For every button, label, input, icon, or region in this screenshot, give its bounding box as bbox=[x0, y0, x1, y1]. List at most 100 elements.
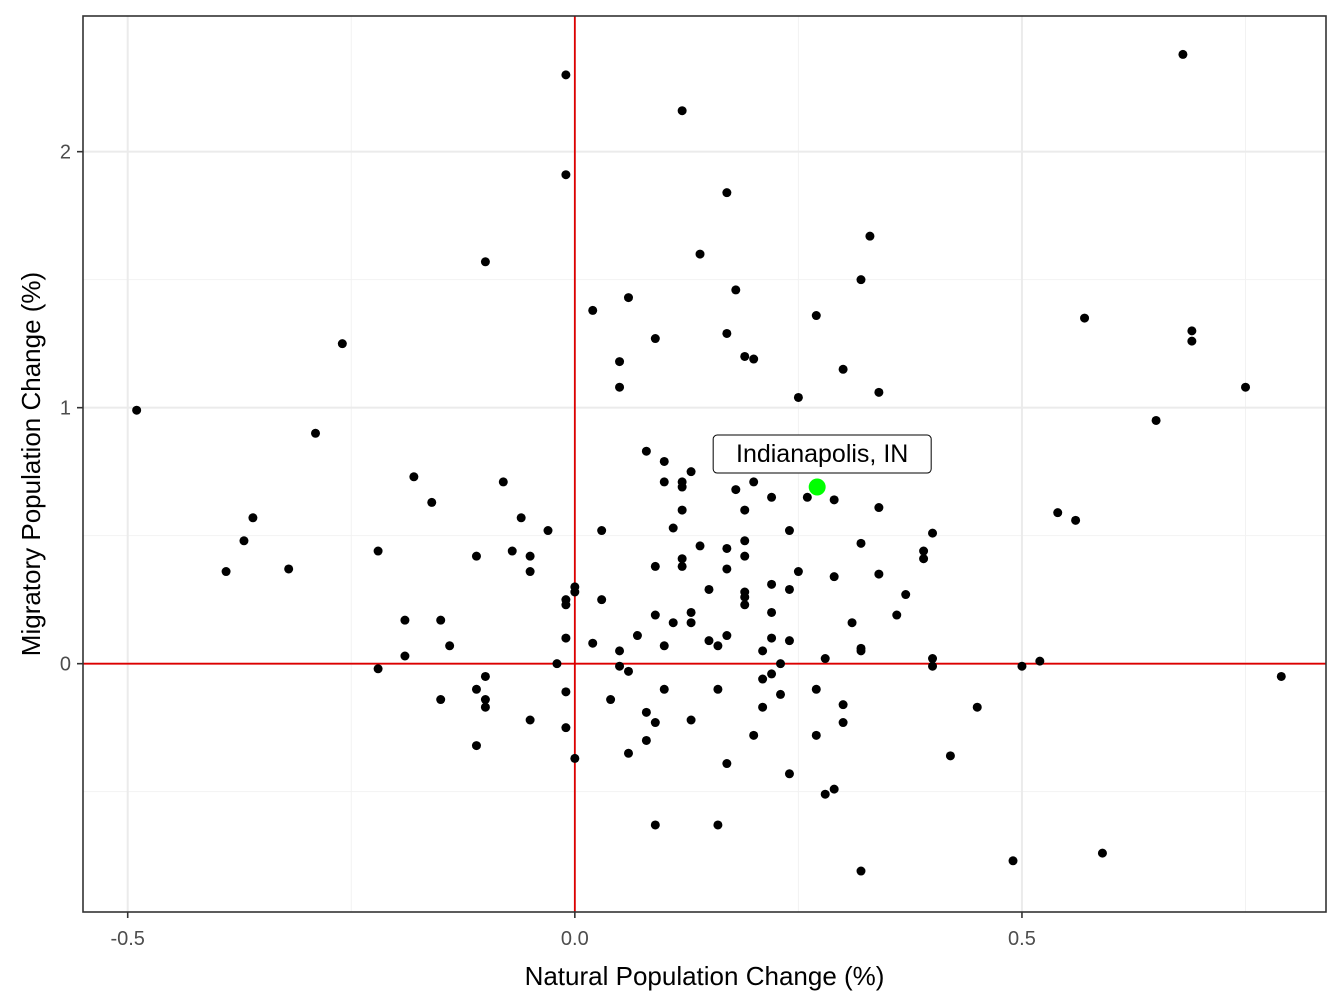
data-point bbox=[525, 567, 535, 577]
data-point bbox=[561, 723, 571, 733]
data-point bbox=[615, 646, 625, 656]
data-point bbox=[400, 615, 410, 625]
data-point bbox=[686, 618, 696, 628]
data-point bbox=[561, 170, 571, 180]
data-point bbox=[480, 702, 490, 712]
data-point bbox=[409, 472, 419, 482]
data-point bbox=[722, 188, 732, 198]
data-point bbox=[749, 477, 759, 487]
data-point bbox=[784, 526, 794, 536]
data-point bbox=[767, 492, 777, 502]
data-point bbox=[731, 485, 741, 495]
data-point bbox=[615, 382, 625, 392]
y-tick-label: 1 bbox=[60, 398, 71, 420]
data-point bbox=[641, 707, 651, 717]
data-point bbox=[695, 541, 705, 551]
data-point bbox=[516, 513, 526, 523]
data-point bbox=[686, 607, 696, 617]
data-point bbox=[704, 584, 714, 594]
data-point bbox=[722, 564, 732, 574]
data-point bbox=[767, 607, 777, 617]
data-point bbox=[749, 730, 759, 740]
data-point bbox=[820, 789, 830, 799]
data-point bbox=[471, 551, 481, 561]
data-point bbox=[767, 669, 777, 679]
data-point bbox=[480, 695, 490, 705]
data-point bbox=[239, 536, 249, 546]
data-point bbox=[677, 482, 687, 492]
data-point bbox=[597, 595, 607, 605]
data-point bbox=[758, 674, 768, 684]
data-point bbox=[1053, 508, 1063, 518]
data-point bbox=[552, 659, 562, 669]
data-point bbox=[471, 741, 481, 751]
data-point bbox=[740, 351, 750, 361]
data-point bbox=[436, 615, 446, 625]
data-point bbox=[221, 567, 231, 577]
data-point bbox=[704, 636, 714, 646]
data-point bbox=[686, 467, 696, 477]
data-point bbox=[740, 551, 750, 561]
data-point bbox=[874, 503, 884, 513]
data-point bbox=[1017, 661, 1027, 671]
data-point bbox=[641, 446, 651, 456]
data-point bbox=[400, 651, 410, 661]
data-point bbox=[525, 715, 535, 725]
data-point bbox=[525, 551, 535, 561]
data-point bbox=[641, 735, 651, 745]
data-point bbox=[740, 592, 750, 602]
data-point bbox=[373, 664, 383, 674]
data-point bbox=[793, 392, 803, 402]
data-point bbox=[740, 600, 750, 610]
data-point bbox=[856, 538, 866, 548]
data-point bbox=[311, 428, 321, 438]
data-point bbox=[945, 751, 955, 761]
data-point bbox=[480, 257, 490, 267]
data-point bbox=[928, 661, 938, 671]
data-point bbox=[919, 546, 929, 556]
data-point bbox=[570, 587, 580, 597]
data-point bbox=[901, 590, 911, 600]
x-tick-label: 0.0 bbox=[561, 928, 589, 950]
data-point bbox=[436, 695, 446, 705]
highlight-point bbox=[808, 478, 826, 496]
data-point bbox=[659, 684, 669, 694]
data-point bbox=[650, 820, 660, 830]
x-tick-label: 0.5 bbox=[1008, 928, 1036, 950]
data-point bbox=[588, 638, 598, 648]
data-point bbox=[919, 554, 929, 564]
data-point bbox=[650, 610, 660, 620]
data-point bbox=[337, 339, 347, 349]
data-point bbox=[650, 334, 660, 344]
data-point bbox=[784, 636, 794, 646]
data-point bbox=[722, 759, 732, 769]
data-point bbox=[829, 784, 839, 794]
data-point bbox=[615, 357, 625, 367]
data-point bbox=[695, 249, 705, 259]
data-point bbox=[829, 495, 839, 505]
data-point bbox=[650, 561, 660, 571]
data-point bbox=[677, 561, 687, 571]
data-point bbox=[749, 354, 759, 364]
data-point bbox=[480, 671, 490, 681]
data-point bbox=[507, 546, 517, 556]
data-point bbox=[471, 684, 481, 694]
y-axis-title: Migratory Population Change (%) bbox=[16, 272, 46, 656]
data-point bbox=[838, 364, 848, 374]
data-point bbox=[874, 387, 884, 397]
data-point bbox=[793, 567, 803, 577]
data-point bbox=[847, 618, 857, 628]
data-point bbox=[1080, 313, 1090, 323]
data-point bbox=[606, 695, 616, 705]
data-point bbox=[731, 285, 741, 295]
data-point bbox=[758, 702, 768, 712]
data-point bbox=[1008, 856, 1018, 866]
data-point bbox=[767, 579, 777, 589]
data-point bbox=[722, 631, 732, 641]
data-point bbox=[659, 641, 669, 651]
data-point bbox=[856, 275, 866, 285]
data-point bbox=[623, 666, 633, 676]
data-point bbox=[776, 659, 786, 669]
